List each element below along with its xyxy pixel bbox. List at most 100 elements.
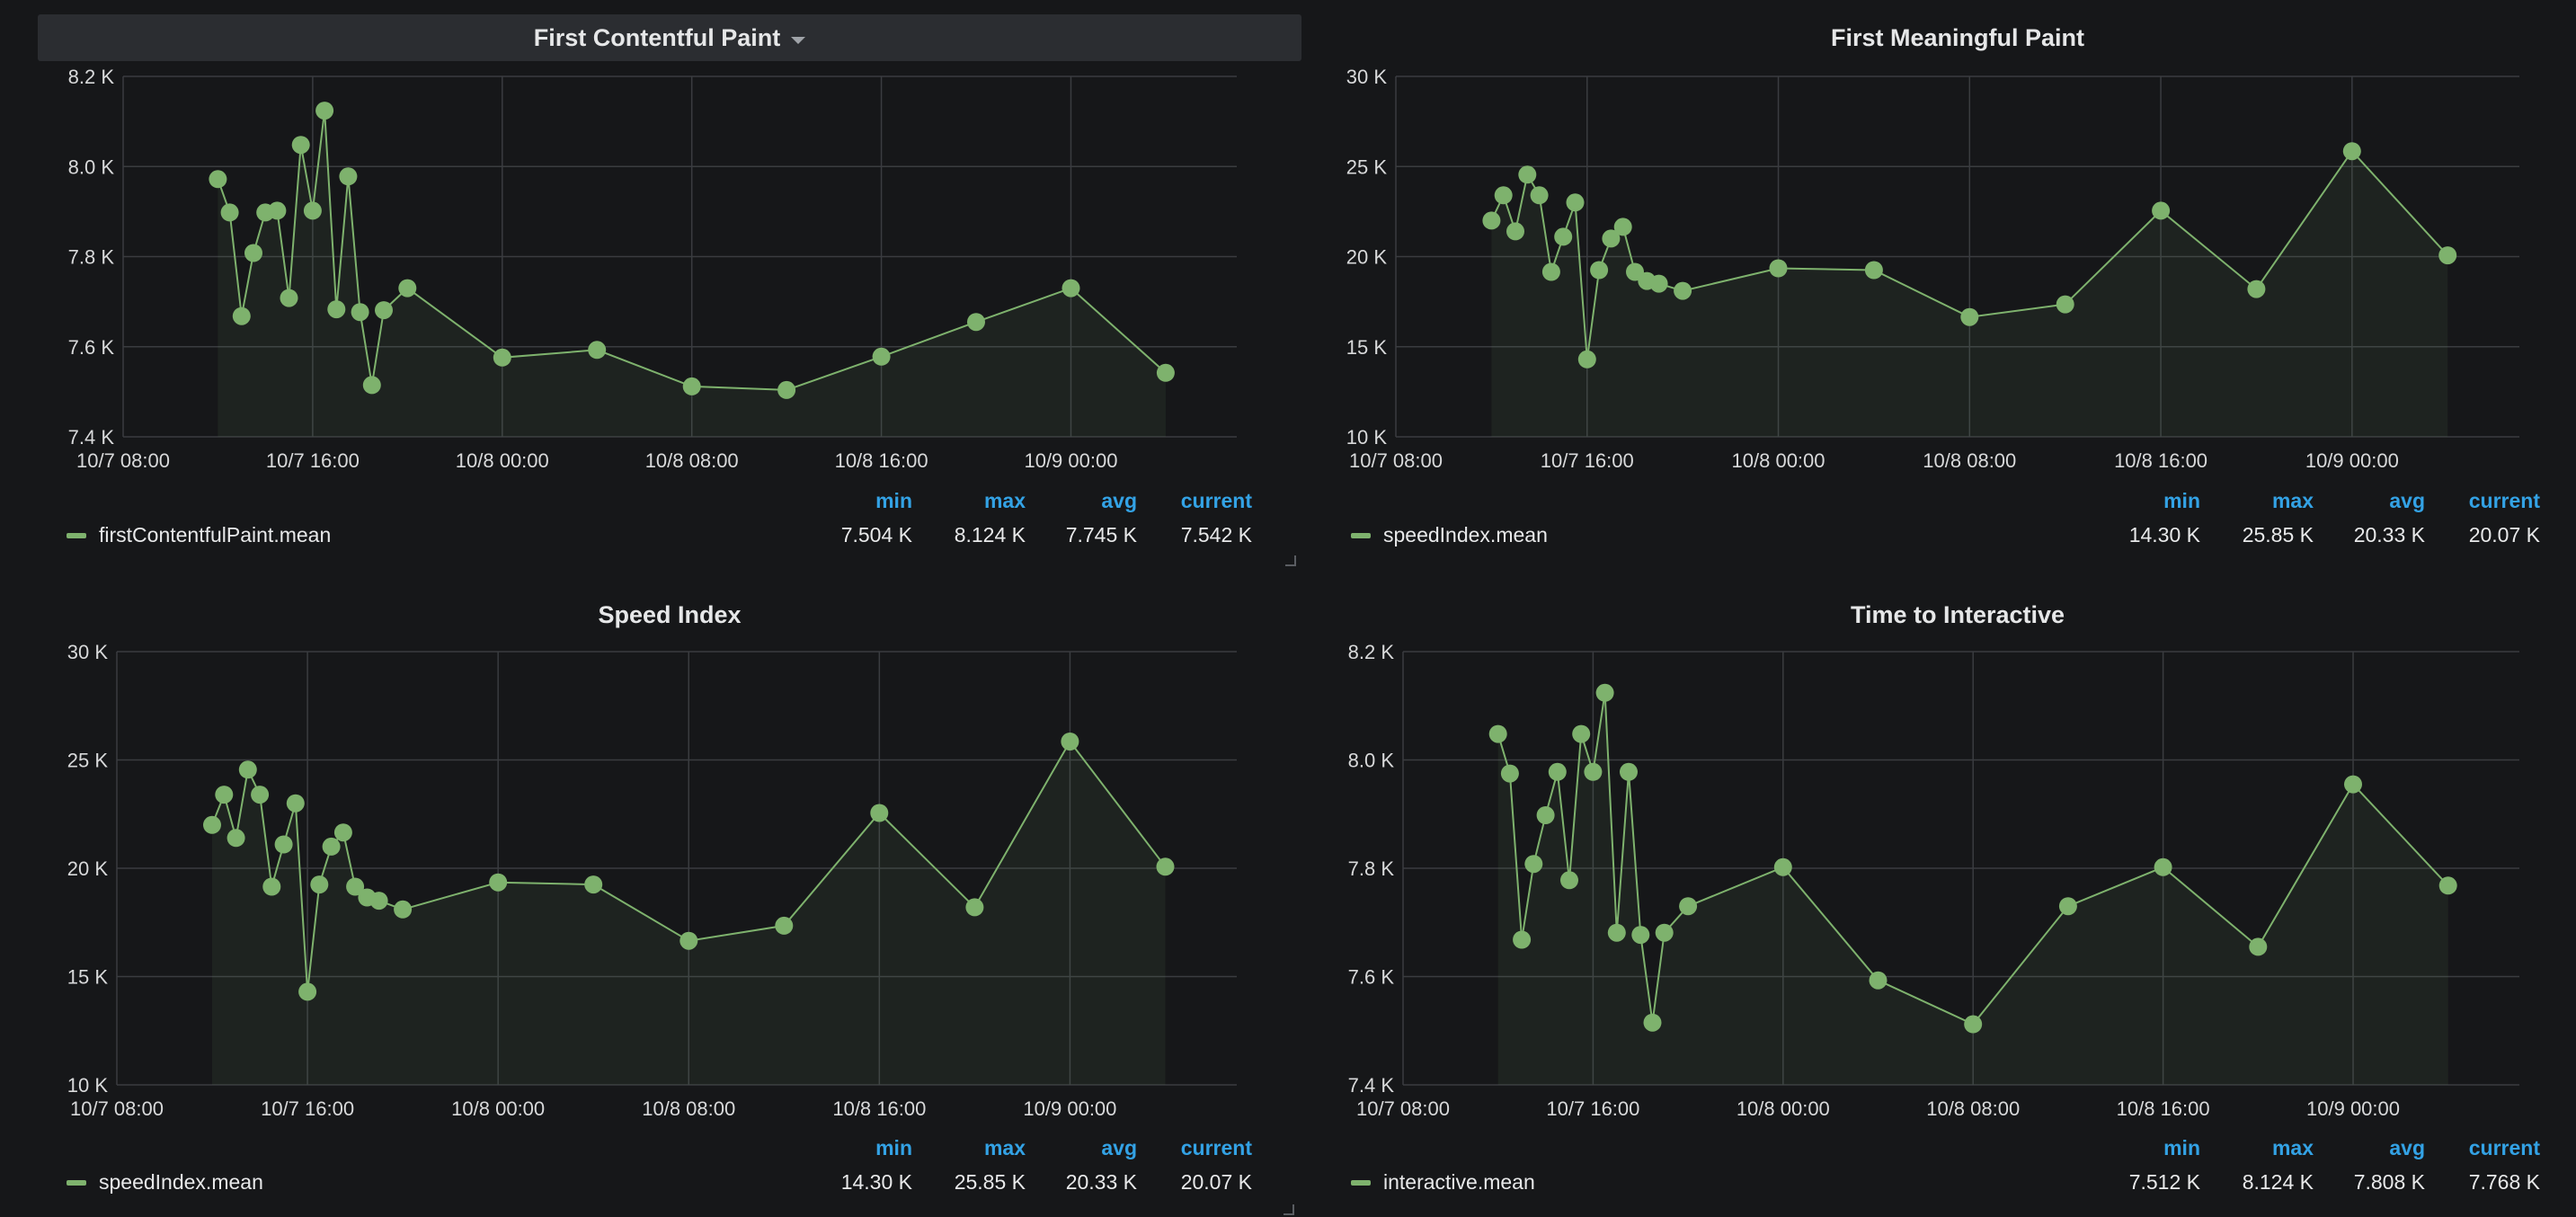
legend-header-avg[interactable]: avg — [1101, 489, 1137, 512]
legend-header-max[interactable]: max — [983, 489, 1026, 512]
data-point[interactable] — [777, 380, 796, 399]
legend-header-current[interactable]: current — [1180, 489, 1252, 512]
data-point[interactable] — [584, 875, 603, 894]
data-point[interactable] — [1156, 363, 1175, 382]
chart[interactable]: 7.4 K 7.6 K 7.8 K 8.0 K 8.2 K 10/7 08:00 10/7 … — [1288, 577, 2576, 1120]
data-point[interactable] — [1566, 193, 1585, 212]
chart[interactable]: 10 K 15 K 20 K 25 K 30 K 10/7 08:00 10/7 16:00… — [1288, 0, 2576, 472]
series-name[interactable]: firstContentfulPaint.mean — [99, 523, 332, 546]
data-point[interactable] — [2342, 142, 2361, 161]
chart[interactable]: 10 K 15 K 20 K 25 K 30 K 10/7 08:00 10/7 16:00… — [0, 577, 1288, 1120]
data-point[interactable] — [251, 786, 270, 804]
legend-header-min[interactable]: min — [2163, 1136, 2200, 1159]
data-point[interactable] — [291, 136, 310, 155]
resize-handle[interactable] — [1284, 1204, 1294, 1215]
data-point[interactable] — [1607, 923, 1626, 942]
legend-header-max[interactable]: max — [2271, 1136, 2314, 1159]
legend-header-current[interactable]: current — [1180, 1136, 1252, 1159]
data-point[interactable] — [303, 201, 322, 220]
data-point[interactable] — [369, 892, 388, 911]
data-point[interactable] — [227, 829, 245, 848]
data-point[interactable] — [362, 376, 381, 395]
chevron-down-icon[interactable] — [791, 37, 806, 44]
panel-header[interactable]: Speed Index — [38, 591, 1301, 638]
data-point[interactable] — [1488, 724, 1507, 743]
data-point[interactable] — [682, 377, 701, 395]
data-point[interactable] — [967, 313, 985, 332]
data-point[interactable] — [2344, 775, 2362, 794]
data-point[interactable] — [398, 279, 417, 298]
data-point[interactable] — [310, 875, 329, 894]
legend-series[interactable]: firstContentfulPaint.mean — [67, 523, 331, 547]
series-name[interactable]: speedIndex.mean — [99, 1170, 263, 1194]
data-point[interactable] — [286, 794, 305, 813]
data-point[interactable] — [1595, 683, 1614, 702]
data-point[interactable] — [215, 786, 234, 804]
data-point[interactable] — [1536, 806, 1555, 824]
data-point[interactable] — [2058, 897, 2077, 916]
legend-header-max[interactable]: max — [2271, 489, 2314, 512]
data-point[interactable] — [220, 203, 239, 222]
panel-header[interactable]: Time to Interactive — [1326, 591, 2576, 638]
data-point[interactable] — [588, 341, 607, 360]
data-point[interactable] — [1655, 923, 1674, 942]
data-point[interactable] — [1530, 186, 1549, 205]
data-point[interactable] — [1769, 259, 1788, 278]
data-point[interactable] — [2249, 937, 2268, 956]
data-point[interactable] — [1620, 762, 1638, 781]
data-point[interactable] — [965, 898, 984, 917]
data-point[interactable] — [315, 102, 334, 120]
data-point[interactable] — [2154, 857, 2172, 876]
data-point[interactable] — [327, 300, 346, 319]
data-point[interactable] — [1548, 762, 1567, 781]
data-point[interactable] — [2056, 295, 2074, 314]
panel-header[interactable]: First Contentful Paint — [38, 14, 1301, 61]
data-point[interactable] — [1513, 930, 1532, 949]
data-point[interactable] — [2247, 280, 2266, 298]
data-point[interactable] — [1554, 227, 1573, 246]
data-point[interactable] — [333, 823, 352, 842]
series-color-swatch[interactable] — [1351, 532, 1371, 538]
series-color-swatch[interactable] — [67, 1179, 86, 1186]
data-point[interactable] — [1541, 262, 1560, 281]
data-point[interactable] — [1613, 218, 1632, 236]
legend-header-min[interactable]: min — [875, 489, 912, 512]
legend-header-current[interactable]: current — [2468, 489, 2540, 512]
data-point[interactable] — [1649, 274, 1668, 293]
series-name[interactable]: interactive.mean — [1383, 1170, 1535, 1194]
legend-series[interactable]: speedIndex.mean — [67, 1170, 263, 1195]
panel-header[interactable]: First Meaningful Paint — [1326, 14, 2576, 61]
data-point[interactable] — [339, 167, 358, 186]
data-point[interactable] — [1964, 1015, 1983, 1034]
series-color-swatch[interactable] — [67, 532, 86, 538]
data-point[interactable] — [1631, 926, 1650, 945]
panel-title[interactable]: Time to Interactive — [1850, 600, 2065, 628]
data-point[interactable] — [872, 347, 891, 366]
data-point[interactable] — [238, 760, 257, 779]
series-name[interactable]: speedIndex.mean — [1383, 523, 1548, 546]
data-point[interactable] — [1602, 229, 1621, 248]
panel-title[interactable]: First Meaningful Paint — [1830, 23, 2084, 51]
data-point[interactable] — [274, 835, 293, 854]
data-point[interactable] — [1524, 855, 1543, 874]
legend-header-min[interactable]: min — [875, 1136, 912, 1159]
data-point[interactable] — [268, 201, 287, 220]
data-point[interactable] — [1560, 871, 1578, 890]
legend-header-avg[interactable]: avg — [1101, 1136, 1137, 1159]
legend-header-avg[interactable]: avg — [2389, 1136, 2425, 1159]
data-point[interactable] — [209, 170, 227, 189]
data-point[interactable] — [1960, 307, 1979, 326]
data-point[interactable] — [1518, 165, 1537, 184]
data-point[interactable] — [346, 877, 365, 896]
data-point[interactable] — [1643, 1013, 1662, 1032]
panel-title[interactable]: Speed Index — [598, 600, 742, 628]
resize-handle[interactable] — [1285, 555, 1296, 566]
data-point[interactable] — [1482, 211, 1501, 230]
data-point[interactable] — [775, 916, 794, 935]
panel-title[interactable]: First Contentful Paint — [533, 23, 781, 51]
data-point[interactable] — [1061, 733, 1079, 751]
legend-header-avg[interactable]: avg — [2389, 489, 2425, 512]
data-point[interactable] — [1590, 261, 1609, 280]
data-point[interactable] — [1679, 897, 1698, 916]
data-point[interactable] — [322, 837, 341, 856]
